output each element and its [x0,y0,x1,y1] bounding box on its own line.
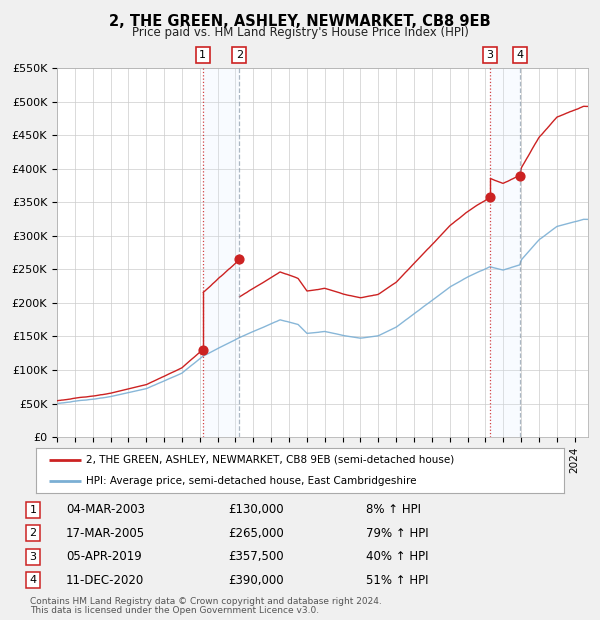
Text: £130,000: £130,000 [228,503,284,516]
Point [485,192,495,202]
Point [515,170,525,180]
Text: 04-MAR-2003: 04-MAR-2003 [66,503,145,516]
Text: 4: 4 [29,575,37,585]
Text: 2, THE GREEN, ASHLEY, NEWMARKET, CB8 9EB (semi-detached house): 2, THE GREEN, ASHLEY, NEWMARKET, CB8 9EB… [86,455,454,465]
Point [235,254,244,264]
Point [198,345,208,355]
Text: 17-MAR-2005: 17-MAR-2005 [66,527,145,539]
Text: 51% ↑ HPI: 51% ↑ HPI [366,574,428,587]
Text: 05-APR-2019: 05-APR-2019 [66,551,142,563]
Text: £265,000: £265,000 [228,527,284,539]
Text: 4: 4 [517,50,524,60]
Text: 2: 2 [236,50,243,60]
Text: 3: 3 [29,552,37,562]
Text: £357,500: £357,500 [228,551,284,563]
Text: 2: 2 [29,528,37,538]
Text: 1: 1 [199,50,206,60]
Text: £390,000: £390,000 [228,574,284,587]
Text: 79% ↑ HPI: 79% ↑ HPI [366,527,428,539]
Text: HPI: Average price, semi-detached house, East Cambridgeshire: HPI: Average price, semi-detached house,… [86,476,416,485]
Text: Contains HM Land Registry data © Crown copyright and database right 2024.: Contains HM Land Registry data © Crown c… [30,597,382,606]
Bar [490,68,520,437]
Text: Price paid vs. HM Land Registry's House Price Index (HPI): Price paid vs. HM Land Registry's House … [131,26,469,39]
Bar [203,68,239,437]
Text: 3: 3 [487,50,494,60]
Text: 2, THE GREEN, ASHLEY, NEWMARKET, CB8 9EB: 2, THE GREEN, ASHLEY, NEWMARKET, CB8 9EB [109,14,491,29]
Text: 1: 1 [29,505,37,515]
Text: This data is licensed under the Open Government Licence v3.0.: This data is licensed under the Open Gov… [30,606,319,615]
Text: 11-DEC-2020: 11-DEC-2020 [66,574,144,587]
Text: 8% ↑ HPI: 8% ↑ HPI [366,503,421,516]
Text: 40% ↑ HPI: 40% ↑ HPI [366,551,428,563]
